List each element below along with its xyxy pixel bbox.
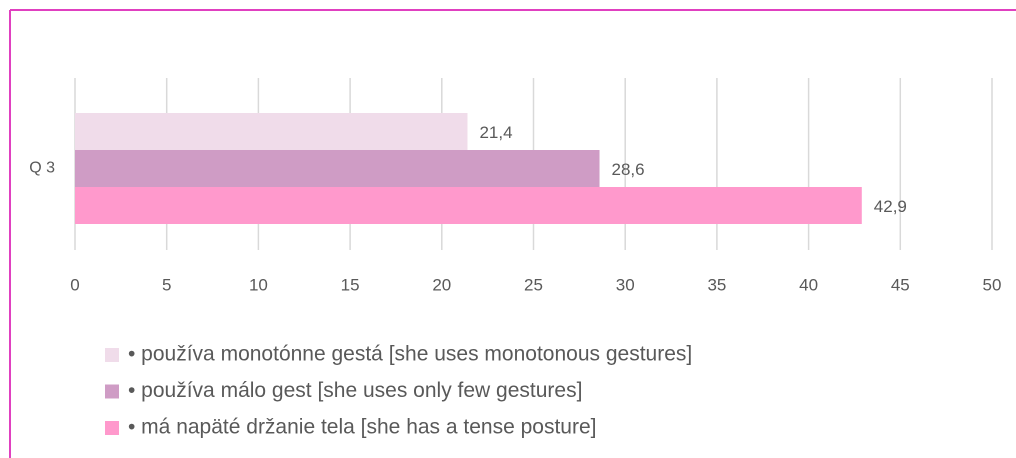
x-tick-label: 35 bbox=[707, 275, 726, 294]
legend-swatch bbox=[105, 384, 119, 399]
bar bbox=[75, 187, 862, 224]
bar bbox=[75, 150, 600, 187]
legend-swatch bbox=[105, 348, 119, 362]
x-tick-label: 40 bbox=[799, 275, 818, 294]
value-label: 28,6 bbox=[612, 160, 645, 179]
x-tick-label: 10 bbox=[249, 275, 268, 294]
x-tick-label: 45 bbox=[891, 275, 910, 294]
x-tick-label: 15 bbox=[341, 275, 360, 294]
legend-label: • má napäté držanie tela [she has a tens… bbox=[128, 416, 596, 439]
x-tick-label: 30 bbox=[616, 275, 635, 294]
legend-label: • používa monotónne gestá [she uses mono… bbox=[128, 343, 692, 366]
value-label: 42,9 bbox=[874, 197, 907, 216]
x-tick-label: 5 bbox=[162, 275, 171, 294]
bar bbox=[75, 113, 468, 150]
value-label: 21,4 bbox=[479, 123, 512, 142]
x-tick-label: 25 bbox=[524, 275, 543, 294]
legend-label: • používa málo gest [she uses only few g… bbox=[128, 379, 582, 402]
x-tick-label: 0 bbox=[70, 275, 79, 294]
x-tick-label: 20 bbox=[432, 275, 451, 294]
legend-swatch bbox=[105, 421, 119, 435]
x-tick-label: 50 bbox=[983, 275, 1002, 294]
y-tick-label: Q 3 bbox=[29, 160, 55, 177]
